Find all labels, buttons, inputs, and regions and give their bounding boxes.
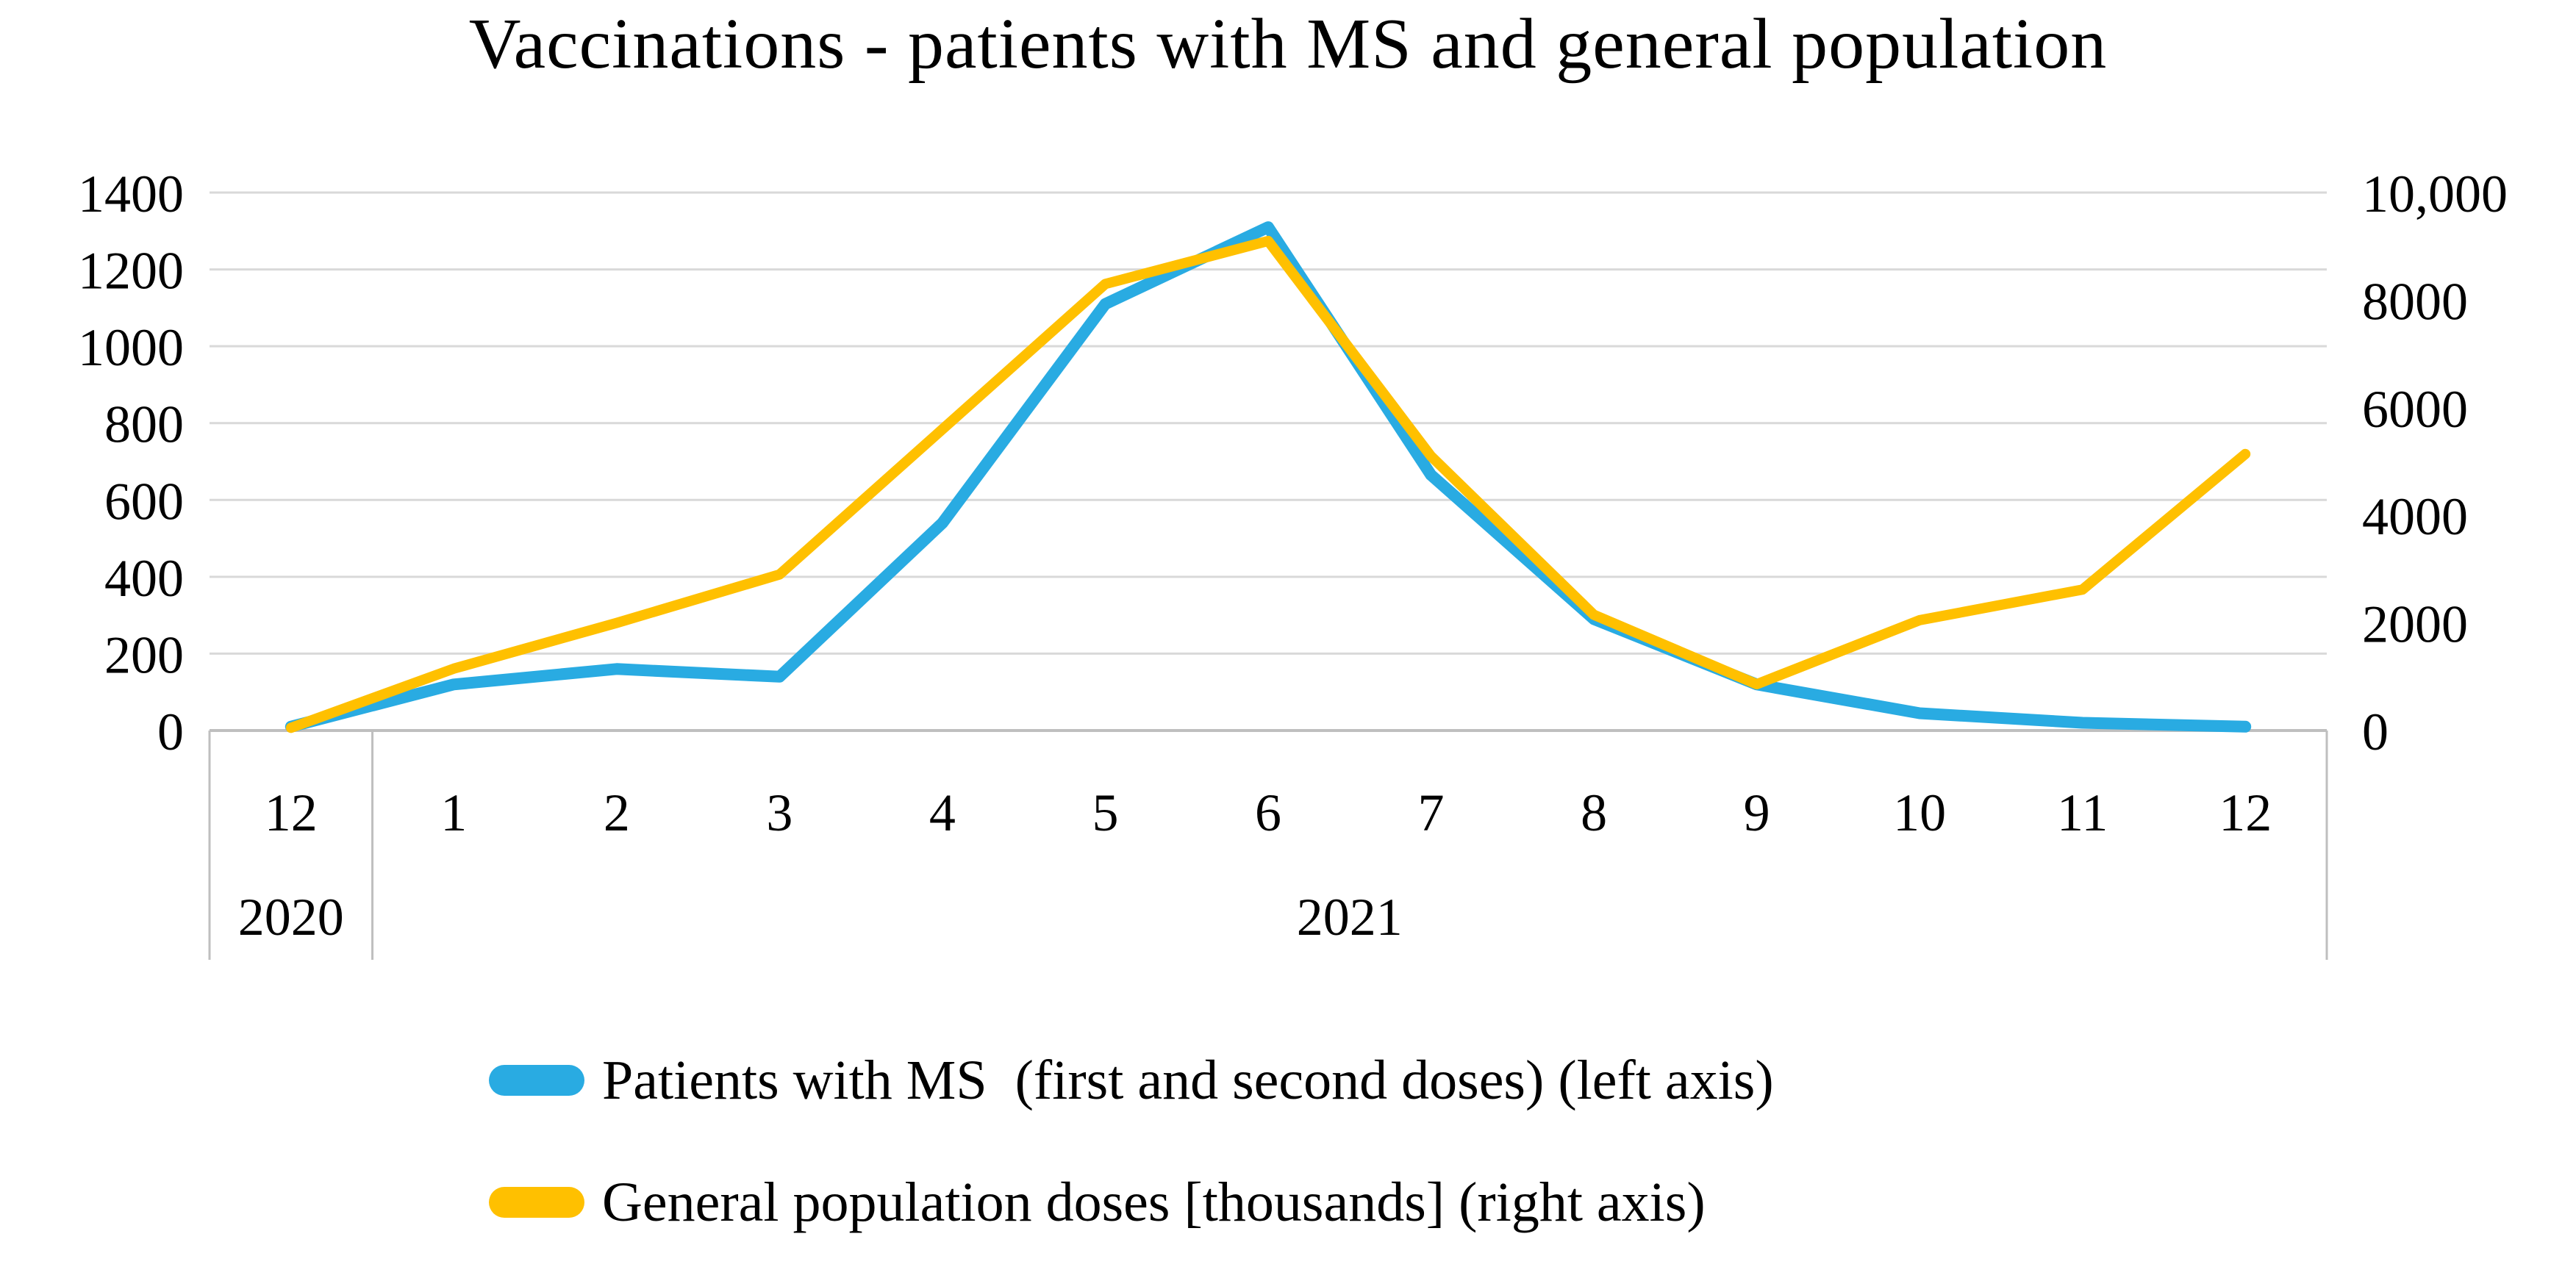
- chart-title: Vaccinations - patients with MS and gene…: [468, 4, 2108, 84]
- left-axis-tick-label: 600: [104, 472, 184, 531]
- year-labels: 2020 2021: [238, 888, 1403, 947]
- right-axis-tick-label: 2000: [2362, 595, 2468, 654]
- right-axis-tick-label: 10,000: [2362, 165, 2508, 223]
- month-label: 5: [1092, 783, 1118, 842]
- year-label: 2020: [238, 888, 344, 947]
- legend-label-general: General population doses [thousands] (ri…: [602, 1171, 1706, 1233]
- month-label: 1: [440, 783, 467, 842]
- right-axis-tick-label: 8000: [2362, 272, 2468, 331]
- month-label: 6: [1255, 783, 1281, 842]
- right-axis-tick-label: 6000: [2362, 380, 2468, 439]
- month-label: 12: [2219, 783, 2272, 842]
- year-label: 2021: [1297, 888, 1403, 947]
- left-axis-tick-label: 0: [157, 703, 184, 761]
- axis-lines-group: [208, 729, 2328, 960]
- series-line-patients-ms: [285, 221, 2252, 733]
- right-axis-labels: 0 2000 4000 6000 8000 10,000: [2362, 165, 2508, 761]
- left-axis-tick-label: 400: [104, 549, 184, 608]
- left-axis-labels: 0 200 400 600 800 1000 1200 1400: [78, 165, 184, 761]
- left-axis-tick-label: 1200: [78, 242, 184, 301]
- right-axis-tick-label: 4000: [2362, 487, 2468, 546]
- month-label: 8: [1581, 783, 1607, 842]
- month-label: 10: [1893, 783, 1946, 842]
- left-axis-tick-label: 800: [104, 395, 184, 454]
- month-label: 7: [1418, 783, 1445, 842]
- series-line-general-population: [285, 235, 2251, 733]
- left-axis-tick-label: 200: [104, 625, 184, 684]
- legend-item-patients-ms: Patients with MS (first and second doses…: [489, 1044, 1774, 1117]
- month-label: 4: [929, 783, 956, 842]
- legend-label-patients: Patients with MS (first and second doses…: [602, 1049, 1774, 1111]
- left-axis-tick-label: 1000: [78, 318, 184, 377]
- month-label: 3: [766, 783, 793, 842]
- month-label: 12: [265, 783, 318, 842]
- legend-item-general-population: General population doses [thousands] (ri…: [489, 1166, 1774, 1239]
- legend-line-swatch-patients: [489, 1065, 584, 1096]
- x-axis-labels: 12 1 2 3 4 5 6 7 8 9 10 11 12: [265, 783, 2272, 842]
- month-label: 11: [2057, 783, 2108, 842]
- right-axis-tick-label: 0: [2362, 703, 2389, 761]
- left-axis-tick-label: 1400: [78, 165, 184, 223]
- legend: Patients with MS (first and second doses…: [489, 1044, 1774, 1267]
- month-label: 2: [604, 783, 630, 842]
- month-label: 9: [1744, 783, 1770, 842]
- legend-line-swatch-general: [489, 1187, 584, 1218]
